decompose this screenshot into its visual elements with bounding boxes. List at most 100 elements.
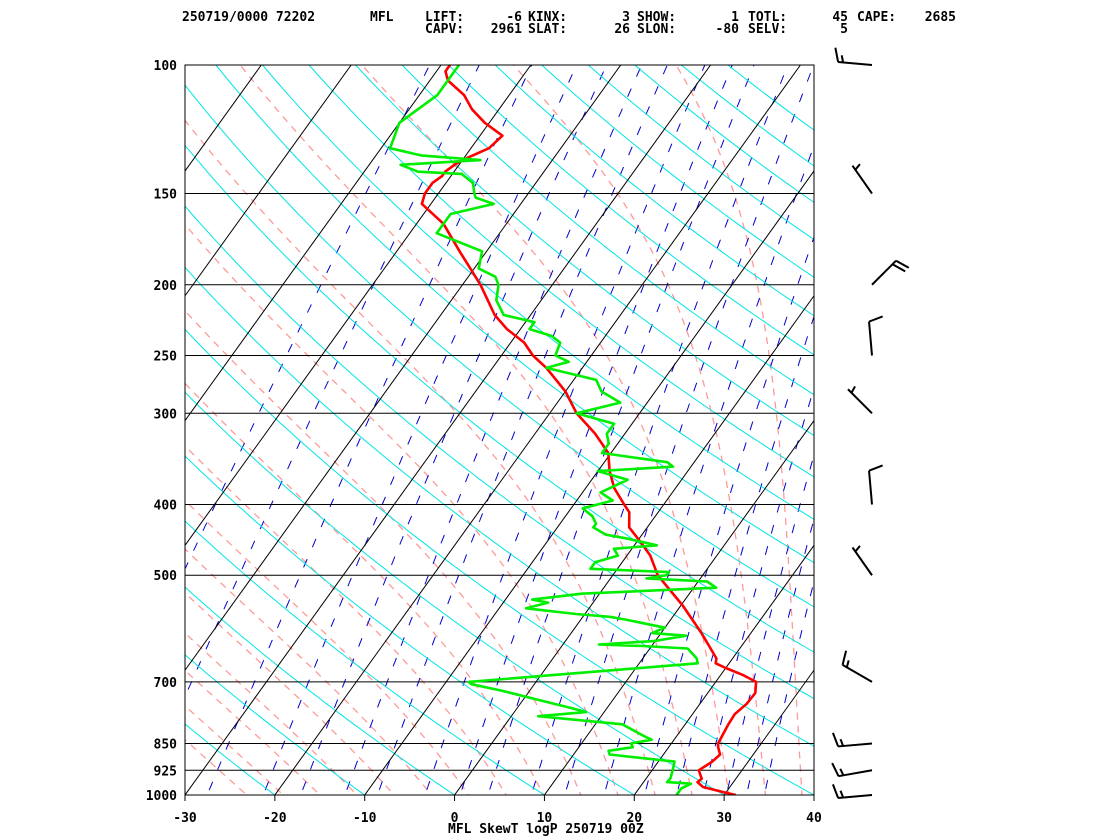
wind-barb-feather <box>841 650 848 666</box>
isotherm-line <box>185 65 622 672</box>
moist-adiabat-line <box>185 705 285 795</box>
mixing-ratio-line <box>459 65 733 795</box>
dry-adiabat-line <box>215 65 814 564</box>
wind-barb-half-feather <box>850 385 856 394</box>
wind-barb <box>831 784 873 799</box>
index-value-kinx: 3 <box>622 10 630 25</box>
temperature-tick-label: -30 <box>173 811 197 826</box>
index-label-cape: CAPE: <box>857 10 897 25</box>
dry-adiabat-line <box>185 520 546 795</box>
mixing-ratio-line <box>676 314 814 795</box>
wind-barb <box>834 47 873 66</box>
index-value-show: 1 <box>731 10 739 25</box>
plot-frame <box>184 64 815 796</box>
pressure-tick-label: 200 <box>154 279 178 294</box>
mixing-ratio-line <box>185 65 480 698</box>
mixing-ratio-line <box>262 65 578 795</box>
wind-barb-feather <box>831 762 840 777</box>
dry-adiabat-line <box>185 144 814 653</box>
moist-adiabat-line <box>185 591 395 795</box>
moist-adiabat-line <box>185 444 507 795</box>
station-id: MFL <box>370 10 394 25</box>
dry-adiabat-line <box>185 654 366 795</box>
wind-barb-half-feather <box>845 660 850 668</box>
index-value-lift: -6 <box>506 10 522 25</box>
isotherm-line <box>813 794 814 795</box>
dry-adiabat-line <box>185 455 636 795</box>
wind-barb-shaft <box>842 664 873 683</box>
moist-adiabat-line <box>185 632 358 795</box>
wind-barb-half-feather <box>854 163 861 171</box>
temperature-tick-label: 0 <box>451 811 459 826</box>
chart-caption: MFL SkewT logP 250719 00Z <box>448 822 644 837</box>
wind-barb-shaft <box>868 321 873 356</box>
index-value-selv: 5 <box>840 22 848 37</box>
pressure-tick-label: 1000 <box>146 789 177 804</box>
temperature-profile-line <box>420 65 758 795</box>
temperature-tick-label: -20 <box>263 811 287 826</box>
isotherm-line <box>364 170 814 795</box>
isotherm-line <box>0 65 82 810</box>
index-label-slat: SLAT: <box>528 22 568 37</box>
wind-barb-feather <box>868 315 883 323</box>
index-value-capv: 2961 <box>490 22 522 37</box>
wind-barb-half-feather <box>839 768 845 776</box>
dry-adiabat-line <box>401 65 814 396</box>
isotherms <box>0 65 814 810</box>
mixing-ratio-line <box>300 65 607 795</box>
index-value-slon: -80 <box>715 22 739 37</box>
wind-barb <box>851 545 873 576</box>
wind-barb-feather <box>831 732 840 747</box>
moist-adiabat-line <box>185 499 470 795</box>
temperature-tick-label: 20 <box>626 811 642 826</box>
mixing-ratio-line <box>763 579 814 795</box>
pressure-tick-label: 925 <box>154 764 177 779</box>
wind-barb-shaft <box>838 794 873 799</box>
isobars <box>185 65 814 795</box>
isotherm-line <box>453 294 814 795</box>
index-label-kinx: KINX: <box>528 10 568 25</box>
wind-barb-shaft <box>838 769 873 778</box>
isotherm-line <box>185 65 352 297</box>
wind-barb-shaft <box>838 61 873 66</box>
dry-adiabat-line <box>634 65 814 204</box>
moist-adiabat-line <box>185 382 545 795</box>
temperature-tick-label: 40 <box>806 811 822 826</box>
dry-adiabat-line <box>185 84 814 608</box>
wind-barb-shaft <box>838 742 873 748</box>
dry-adiabat-line <box>541 65 814 278</box>
isotherm-line <box>0 65 171 810</box>
dry-adiabats <box>185 65 814 795</box>
isotherm-line <box>185 65 262 172</box>
index-label-totl: TOTL: <box>748 10 788 25</box>
index-label-selv: SELV: <box>748 22 788 37</box>
dry-adiabat-line <box>681 65 814 167</box>
pressure-axis: 100 150 200 250 300 400 500 700 850 925 1000 <box>146 59 177 804</box>
index-label-capv: CAPV: <box>425 22 465 37</box>
pressure-tick-label: 700 <box>154 676 178 691</box>
wind-barb <box>841 650 873 683</box>
wind-barbs <box>831 47 910 799</box>
mixing-ratio-line <box>725 453 814 795</box>
index-value-totl: 45 <box>832 10 848 25</box>
moist-adiabat-line <box>185 738 248 795</box>
pressure-tick-label: 300 <box>154 407 178 422</box>
index-value-cape: 2685 <box>924 10 956 25</box>
dry-adiabat-line <box>185 391 726 795</box>
pressure-tick-label: 250 <box>154 349 178 364</box>
wind-barb <box>868 315 883 356</box>
moist-adiabat-line <box>185 223 619 795</box>
temperature-tick-label: -10 <box>353 811 377 826</box>
mixing-ratio-line <box>206 65 533 795</box>
isotherm-line <box>543 419 814 795</box>
moist-adiabat-line <box>185 669 321 795</box>
dry-adiabat-line <box>727 65 814 131</box>
wind-barb <box>871 259 910 286</box>
mixing-ratio-line <box>644 235 814 795</box>
dry-adiabat-line <box>308 65 814 478</box>
index-label-lift: LIFT: <box>425 10 465 25</box>
wind-barb-feather <box>831 784 840 799</box>
mixing-ratio-line <box>487 65 755 795</box>
wind-barb-feather <box>834 47 840 63</box>
pressure-tick-label: 400 <box>154 499 178 514</box>
